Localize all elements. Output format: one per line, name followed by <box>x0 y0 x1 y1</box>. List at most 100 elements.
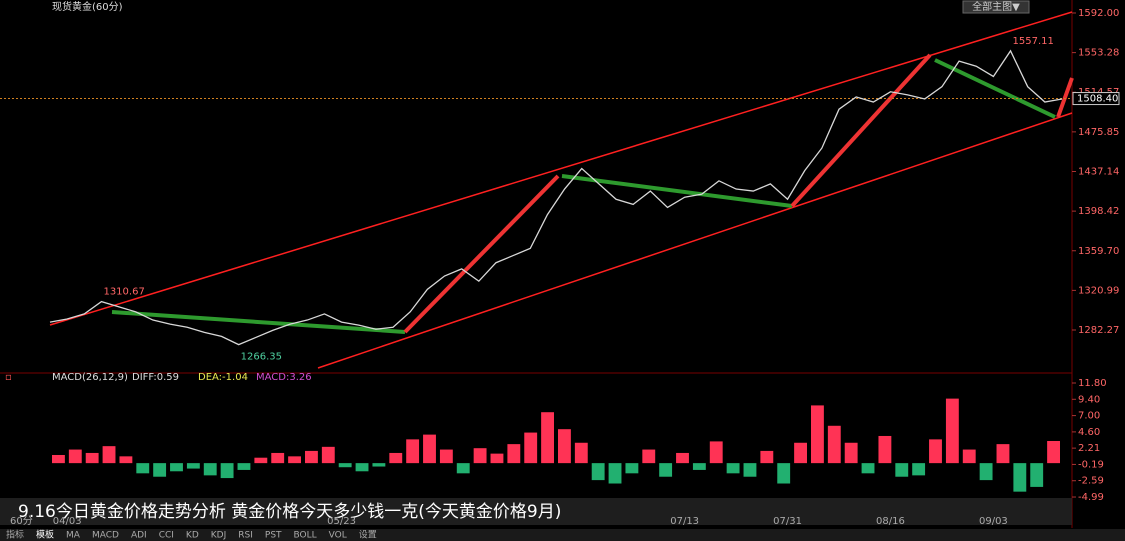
macd-bar <box>254 457 268 464</box>
y-tick-label: -0.19 <box>1078 459 1104 470</box>
macd-bar <box>827 425 841 464</box>
macd-bar <box>271 452 285 464</box>
y-tick-label: 1437.14 <box>1078 166 1119 177</box>
macd-bar <box>811 405 824 464</box>
toolbar-tab[interactable]: ADI <box>131 531 147 541</box>
macd-bar <box>52 454 65 464</box>
toolbar-tab[interactable]: RSI <box>238 531 253 541</box>
macd-bar <box>170 463 183 472</box>
y-tick-label: 1592.00 <box>1078 8 1119 19</box>
caption-bg <box>0 498 1072 525</box>
macd-bar <box>979 463 993 481</box>
caption: 9.16今日黄金价格走势分析 黄金价格今天多少钱一克(今天黄金价格9月) <box>18 502 561 522</box>
toolbar-tab[interactable]: VOL <box>329 531 347 541</box>
annotation: 1310.67 <box>103 287 144 298</box>
macd-bar <box>777 463 791 484</box>
period: 60分 <box>10 515 33 527</box>
macd-bar <box>709 441 723 464</box>
macd-bar <box>119 456 133 464</box>
macd-bar <box>659 463 673 477</box>
y-tick-label: 1475.85 <box>1078 127 1119 138</box>
macd-bar <box>962 449 976 464</box>
macd-bar <box>1013 463 1027 492</box>
macd-icon: ▫ <box>5 372 12 383</box>
x-tick-label: 07/31 <box>773 516 802 527</box>
y-tick-label: -2.59 <box>1078 476 1104 487</box>
y-tick-label: 1320.99 <box>1078 285 1119 296</box>
macd-bar <box>338 463 352 468</box>
x-tick-label: 04/03 <box>53 516 82 527</box>
macd-bar <box>541 412 554 464</box>
menu-label[interactable]: 全部主图▼ <box>972 0 1020 13</box>
y-tick-label: 1359.70 <box>1078 246 1119 257</box>
y-tick-label: 7.00 <box>1078 411 1100 422</box>
macd-bar <box>794 442 807 464</box>
y-tick-label: 1398.42 <box>1078 206 1119 217</box>
y-tick-label: 2.21 <box>1078 443 1100 454</box>
toolbar-tab[interactable]: KD <box>186 531 199 541</box>
y-tick-label: 1282.27 <box>1078 325 1119 336</box>
y-tick-label: -4.99 <box>1078 492 1104 503</box>
macd-bar <box>861 463 875 474</box>
macd-dea: DEA:-1.04 <box>198 372 248 383</box>
annotation: 1557.11 <box>1013 36 1054 47</box>
macd-bar <box>186 463 200 469</box>
y-tick-label: 4.60 <box>1078 427 1100 438</box>
macd-bar <box>355 463 369 472</box>
macd-bar <box>321 446 335 464</box>
price-line <box>49 49 1063 346</box>
toolbar-tab[interactable]: 模板 <box>36 529 54 541</box>
macd-bar <box>625 463 639 474</box>
macd-bar <box>1047 440 1060 464</box>
x-tick-label: 08/16 <box>876 516 905 527</box>
macd-bar <box>203 463 217 476</box>
macd-bar <box>305 450 318 464</box>
toolbar-tab[interactable]: PST <box>265 531 282 541</box>
toolbar <box>0 529 1125 541</box>
macd-bar <box>220 463 234 479</box>
macd-bar <box>288 456 301 464</box>
macd-bar <box>473 448 487 464</box>
macd-title: MACD(26,12,9) <box>52 372 128 383</box>
toolbar-tab[interactable]: 指标 <box>6 529 24 541</box>
chart-title: 现货黄金(60分) <box>52 0 123 13</box>
macd-bar <box>743 463 757 477</box>
macd-bar <box>456 463 470 474</box>
toolbar-tab[interactable]: MACD <box>92 531 119 541</box>
toolbar-tab[interactable]: CCI <box>159 531 174 541</box>
x-tick-label: 05/23 <box>327 516 356 527</box>
macd-bar <box>136 463 150 474</box>
macd-bar <box>692 463 706 470</box>
current-price-label: 1508.40 <box>1077 94 1118 105</box>
macd-bar <box>524 432 538 464</box>
macd-diff: DIFF:0.59 <box>132 372 179 383</box>
macd-bar <box>726 463 740 474</box>
macd-bar <box>490 453 504 464</box>
toolbar-tab[interactable]: KDJ <box>211 531 227 541</box>
current-price-box <box>1072 92 1120 106</box>
toolbar-tab[interactable]: BOLL <box>294 531 317 541</box>
macd-bar <box>929 439 942 464</box>
macd-bar <box>878 435 892 464</box>
macd-bar <box>372 463 386 467</box>
trend-arrows <box>111 53 1074 334</box>
macd-bar <box>102 446 116 464</box>
annotation: 1266.35 <box>241 352 282 363</box>
toolbar-tab[interactable]: 设置 <box>359 530 377 541</box>
macd-bar <box>574 442 588 464</box>
macd-bar <box>844 442 858 464</box>
macd-bar <box>406 439 420 464</box>
y-tick-label: 9.40 <box>1078 394 1100 405</box>
macd-bar <box>153 463 167 477</box>
x-tick-label: 09/03 <box>979 516 1008 527</box>
macd-bar <box>558 429 571 464</box>
macd-value: MACD:3.26 <box>256 372 312 383</box>
macd-bar <box>439 449 453 464</box>
toolbar-tab[interactable]: MA <box>66 531 81 541</box>
macd-bar <box>423 434 436 464</box>
macd-bar <box>608 463 622 484</box>
macd-bar <box>895 463 909 477</box>
menu-button[interactable] <box>962 0 1030 14</box>
